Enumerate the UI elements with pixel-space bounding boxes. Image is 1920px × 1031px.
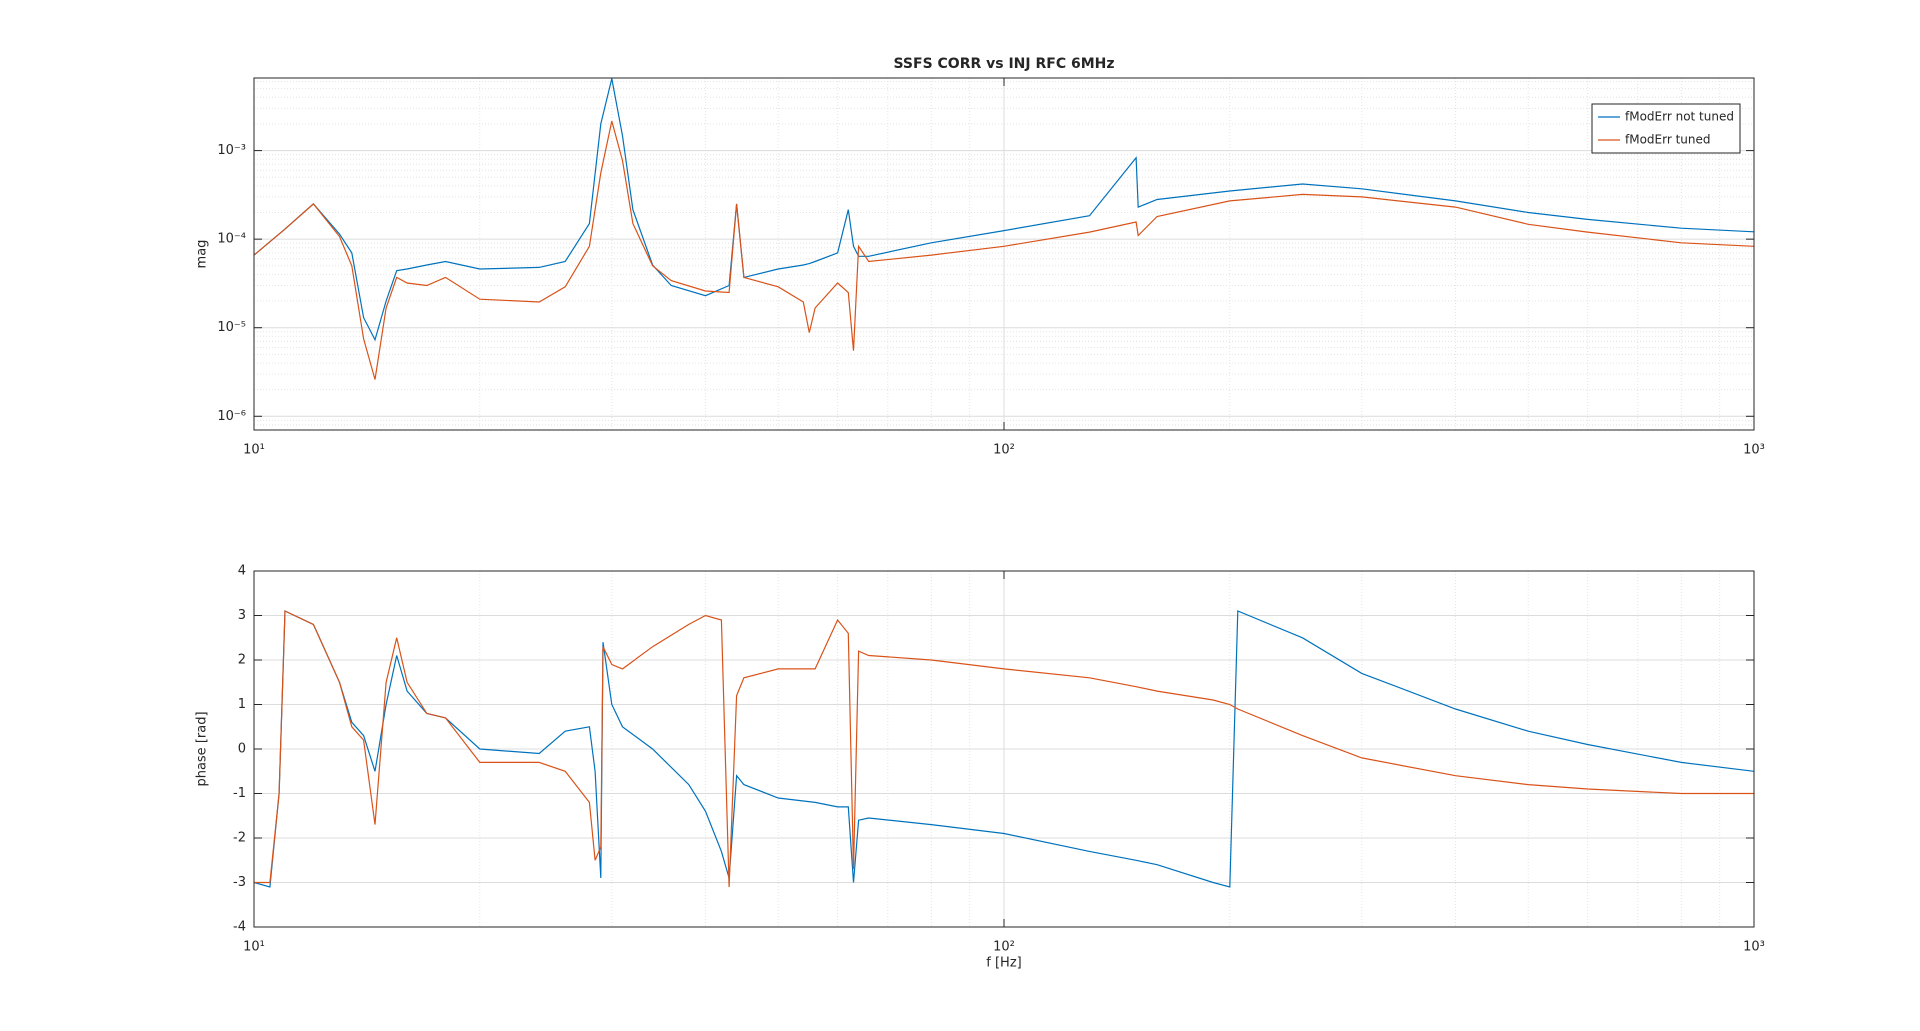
legend-label: fModErr tuned bbox=[1625, 133, 1711, 147]
y-tick-label: 10⁻⁵ bbox=[217, 320, 246, 335]
series-group bbox=[254, 78, 1754, 380]
y-axis-label: phase [rad] bbox=[195, 711, 210, 786]
y-axis-label: mag bbox=[195, 240, 210, 269]
y-tick-label: 3 bbox=[238, 608, 246, 623]
chart-title: SSFS CORR vs INJ RFC 6MHz bbox=[893, 56, 1114, 72]
x-tick-label: 10¹ bbox=[243, 940, 265, 955]
x-axis-label: f [Hz] bbox=[986, 956, 1021, 971]
y-tick-label: -4 bbox=[233, 920, 246, 935]
x-tick-label: 10³ bbox=[1743, 443, 1765, 458]
series-group bbox=[254, 610, 1754, 888]
x-tick-label: 10² bbox=[993, 443, 1015, 458]
axes-box bbox=[253, 77, 1755, 431]
y-tick-label: 4 bbox=[238, 564, 246, 579]
y-tick-label: 10⁻⁴ bbox=[217, 232, 246, 247]
y-tick-label: -2 bbox=[233, 831, 246, 846]
y-tick-label: 0 bbox=[238, 742, 246, 757]
x-tick-label: 10² bbox=[993, 940, 1015, 955]
x-tick-label: 10³ bbox=[1743, 940, 1765, 955]
y-tick-label: 10⁻⁶ bbox=[217, 409, 246, 424]
legend-label: fModErr not tuned bbox=[1625, 110, 1734, 124]
axes-box bbox=[253, 570, 1755, 928]
y-tick-label: -1 bbox=[233, 786, 246, 801]
y-tick-label: 10⁻³ bbox=[217, 143, 246, 158]
series-line bbox=[254, 610, 1754, 888]
y-tick-label: 1 bbox=[238, 697, 246, 712]
x-tick-label: 10¹ bbox=[243, 443, 265, 458]
series-line bbox=[254, 120, 1754, 380]
legend-box bbox=[1591, 103, 1741, 154]
y-tick-label: -3 bbox=[233, 875, 246, 890]
y-tick-label: 2 bbox=[238, 653, 246, 668]
series-line bbox=[254, 610, 1754, 888]
